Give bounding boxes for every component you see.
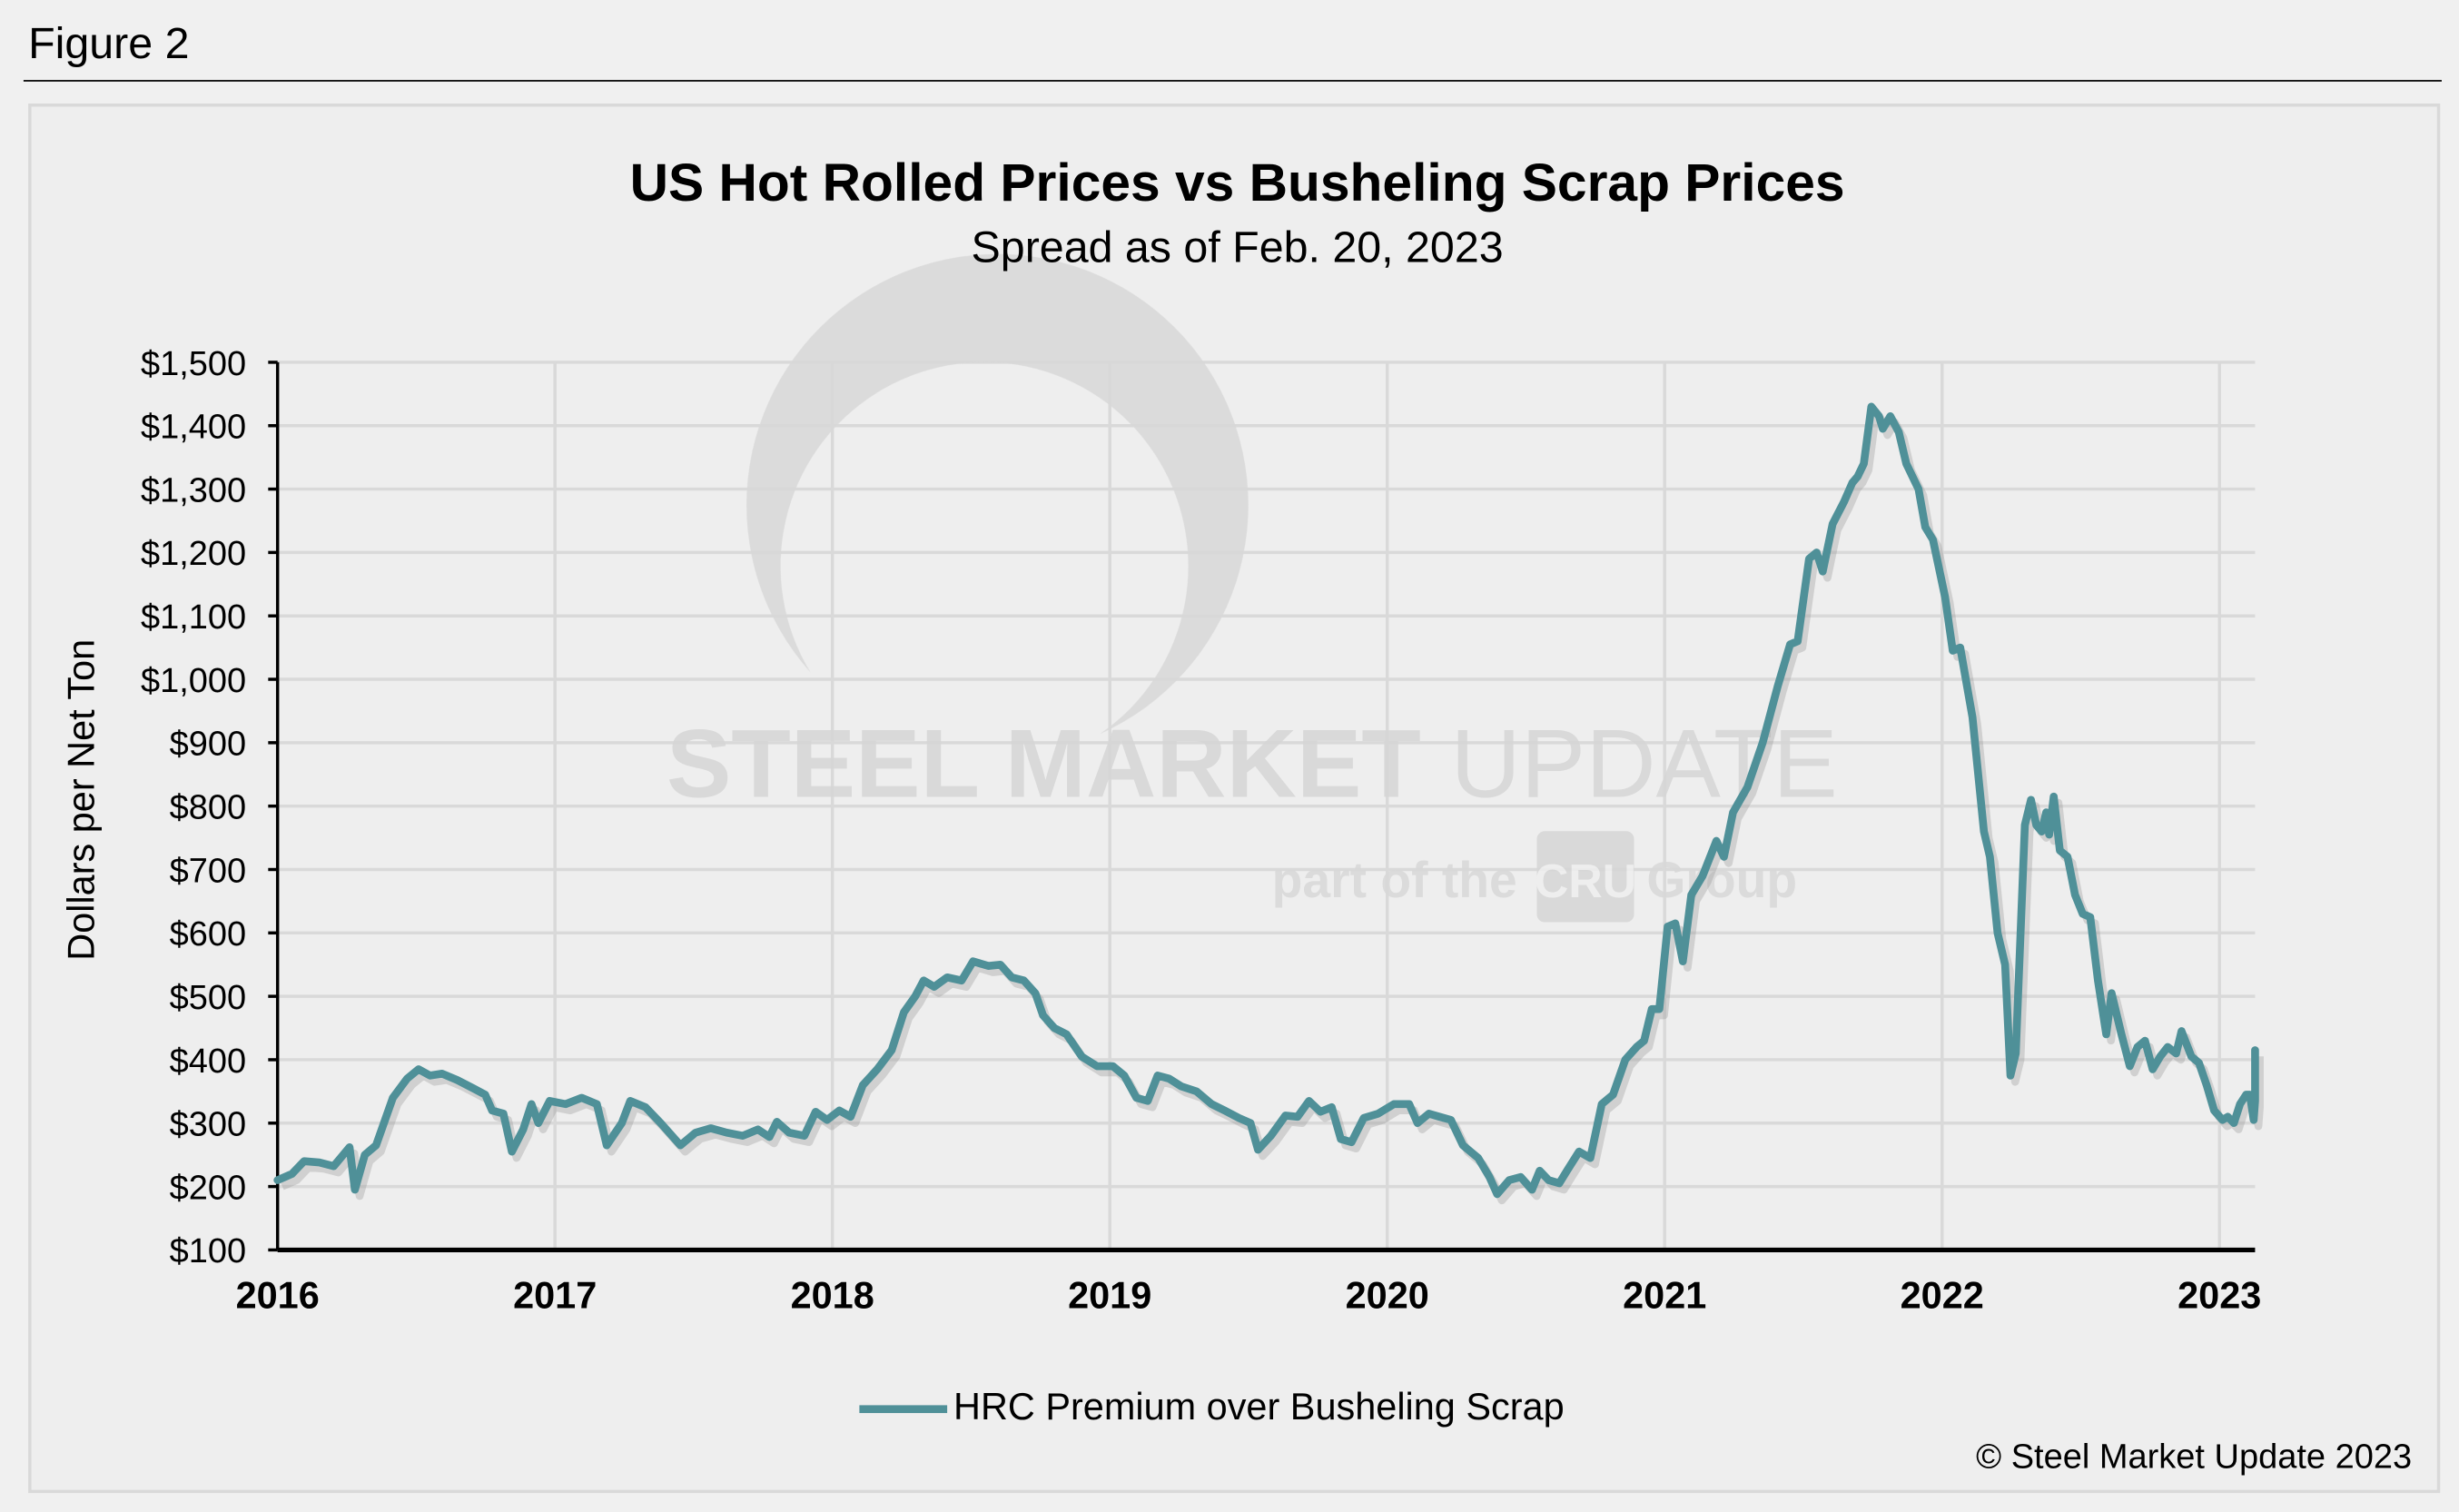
- y-tick-label: $500: [170, 979, 247, 1017]
- watermark-group: Group: [1646, 852, 1797, 908]
- x-tick-label: 2018: [791, 1273, 874, 1316]
- x-tick-label: 2017: [513, 1273, 597, 1316]
- y-tick-label: $700: [170, 852, 247, 890]
- x-tick-label: 2022: [1901, 1273, 1984, 1316]
- y-tick-label: $300: [170, 1106, 247, 1144]
- watermark-cru: CRU: [1535, 855, 1636, 907]
- y-tick-label: $1,000: [141, 662, 246, 700]
- x-tick-label: 2023: [2178, 1273, 2261, 1316]
- x-tick-label: 2016: [236, 1273, 320, 1316]
- legend-label: HRC Premium over Busheling Scrap: [953, 1387, 1565, 1430]
- copyright: © Steel Market Update 2023: [1976, 1437, 2412, 1477]
- legend-swatch: [859, 1405, 947, 1413]
- y-tick-label: $1,300: [141, 471, 246, 509]
- chart-subtitle: Spread as of Feb. 20, 2023: [0, 222, 2459, 272]
- y-tick-label: $400: [170, 1043, 247, 1081]
- watermark-part-of: part of the: [1272, 852, 1517, 908]
- y-tick-label: $1,100: [141, 598, 246, 637]
- y-tick-label: $800: [170, 788, 247, 826]
- y-tick-label: $1,500: [141, 345, 246, 383]
- watermark-text-light: UPDATE: [1450, 708, 1837, 817]
- legend: HRC Premium over Busheling Scrap: [859, 1387, 1564, 1430]
- y-axis-label: Dollars per Net Ton: [60, 639, 103, 961]
- y-tick-label: $900: [170, 726, 247, 764]
- y-tick-label: $1,400: [141, 409, 246, 447]
- y-tick-label: $600: [170, 915, 247, 954]
- chart-title: US Hot Rolled Prices vs Busheling Scrap …: [0, 153, 2459, 214]
- y-tick-label: $1,200: [141, 535, 246, 573]
- y-tick-label: $200: [170, 1169, 247, 1207]
- watermark-text-bold: STEEL MARKET: [667, 708, 1421, 817]
- x-tick-label: 2021: [1623, 1273, 1706, 1316]
- x-tick-label: 2019: [1068, 1273, 1151, 1316]
- y-tick-label: $100: [170, 1232, 247, 1270]
- x-tick-label: 2020: [1346, 1273, 1429, 1316]
